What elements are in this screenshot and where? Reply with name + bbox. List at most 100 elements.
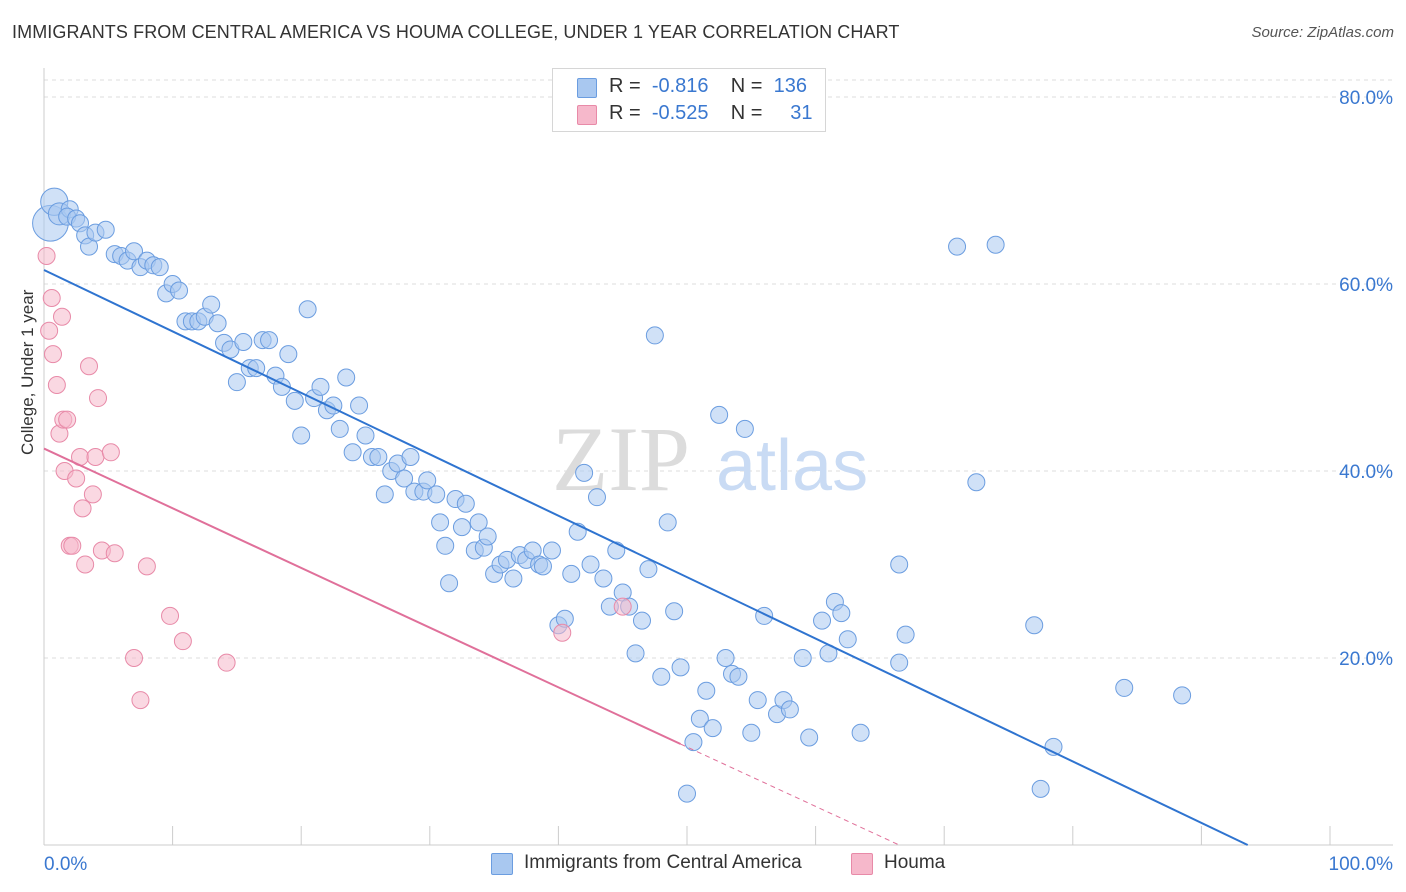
point-immigrants: [1031, 779, 1050, 798]
point-immigrants: [575, 463, 594, 482]
point-immigrants: [652, 667, 671, 686]
point-immigrants: [678, 784, 696, 803]
stats-legend: R = -0.816 N = 136 R = -0.525 N = 31: [552, 68, 826, 132]
y-axis-label: College, Under 1 year: [18, 289, 37, 455]
point-immigrants: [227, 373, 246, 392]
point-immigrants: [813, 611, 832, 630]
point-immigrants: [292, 426, 311, 445]
point-immigrants: [395, 469, 414, 488]
point-immigrants: [343, 443, 362, 462]
point-immigrants: [632, 611, 651, 630]
point-immigrants: [562, 564, 581, 583]
n-label: N =: [730, 102, 763, 124]
point-houma: [40, 321, 59, 340]
trendline-houma-extension: [680, 743, 900, 846]
point-immigrants: [735, 419, 754, 438]
point-immigrants: [581, 555, 600, 574]
n-label: N =: [730, 75, 763, 97]
point-immigrants: [440, 574, 459, 593]
legend-label: Houma: [884, 852, 946, 873]
point-immigrants: [208, 314, 227, 333]
point-houma: [217, 653, 236, 672]
point-immigrants: [607, 541, 626, 560]
point-immigrants: [418, 471, 437, 490]
point-houma: [44, 345, 63, 364]
trendlines: [43, 269, 1249, 846]
point-houma: [131, 691, 150, 710]
point-immigrants: [150, 258, 169, 277]
point-houma: [76, 555, 95, 574]
point-immigrants: [671, 658, 690, 677]
point-immigrants: [542, 541, 561, 560]
point-houma: [125, 649, 144, 667]
legend-swatch-pink: [577, 105, 597, 125]
point-immigrants: [375, 485, 394, 504]
point-houma: [613, 597, 632, 616]
point-houma: [101, 443, 120, 462]
point-houma: [53, 307, 72, 326]
y-tick-label: 20.0%: [1339, 649, 1393, 670]
point-immigrants: [1173, 686, 1192, 705]
point-houma: [86, 447, 105, 466]
y-tick-label: 40.0%: [1339, 462, 1393, 483]
point-immigrants: [452, 518, 471, 537]
point-immigrants: [427, 485, 446, 504]
point-immigrants: [504, 569, 523, 588]
point-immigrants: [456, 494, 475, 513]
point-immigrants: [125, 242, 144, 261]
legend-swatch-blue: [577, 78, 597, 98]
point-immigrants: [478, 527, 497, 546]
point-immigrants: [716, 649, 735, 667]
point-immigrants: [645, 326, 664, 345]
point-immigrants: [780, 700, 799, 719]
watermark: ZIP atlas: [552, 408, 868, 510]
point-immigrants: [594, 569, 613, 588]
legend-swatch-blue: [491, 853, 513, 875]
point-immigrants: [369, 447, 388, 466]
point-immigrants: [469, 513, 488, 532]
r-label: R =: [609, 75, 641, 97]
point-immigrants: [703, 719, 722, 738]
point-immigrants: [311, 377, 330, 396]
point-immigrants: [890, 653, 909, 672]
point-immigrants: [1115, 678, 1134, 697]
point-immigrants: [729, 667, 748, 686]
n-value: 136: [773, 75, 807, 97]
legend-swatch-pink: [851, 853, 873, 875]
series-immigrants-points: [32, 187, 1192, 803]
point-immigrants: [587, 488, 606, 507]
point-houma: [67, 469, 86, 488]
point-houma: [58, 410, 77, 429]
point-immigrants: [401, 447, 420, 466]
y-tick-label: 60.0%: [1339, 275, 1393, 296]
point-houma: [105, 544, 124, 563]
point-houma: [80, 357, 99, 376]
point-houma: [137, 557, 156, 576]
point-houma: [173, 632, 192, 651]
point-immigrants: [793, 649, 812, 667]
point-immigrants: [800, 728, 819, 747]
point-houma: [47, 375, 66, 394]
point-immigrants: [350, 396, 369, 415]
point-houma: [73, 499, 92, 518]
point-immigrants: [533, 557, 552, 576]
point-immigrants: [431, 513, 450, 532]
source-label: Source: ZipAtlas.com: [1251, 24, 1394, 41]
point-immigrants: [710, 405, 729, 424]
r-value: -0.525: [651, 102, 709, 124]
point-immigrants: [436, 536, 455, 555]
point-immigrants: [639, 560, 658, 579]
point-houma: [37, 246, 56, 265]
point-immigrants: [96, 220, 115, 239]
point-houma: [63, 536, 82, 555]
n-value: 31: [790, 102, 813, 124]
point-immigrants: [298, 300, 317, 319]
point-immigrants: [967, 473, 986, 492]
legend-label: Immigrants from Central America: [524, 852, 802, 873]
point-houma: [83, 485, 102, 504]
point-immigrants: [1025, 616, 1044, 635]
point-immigrants: [202, 295, 221, 314]
point-immigrants: [356, 426, 375, 445]
point-immigrants: [170, 281, 189, 300]
point-immigrants: [279, 345, 298, 364]
